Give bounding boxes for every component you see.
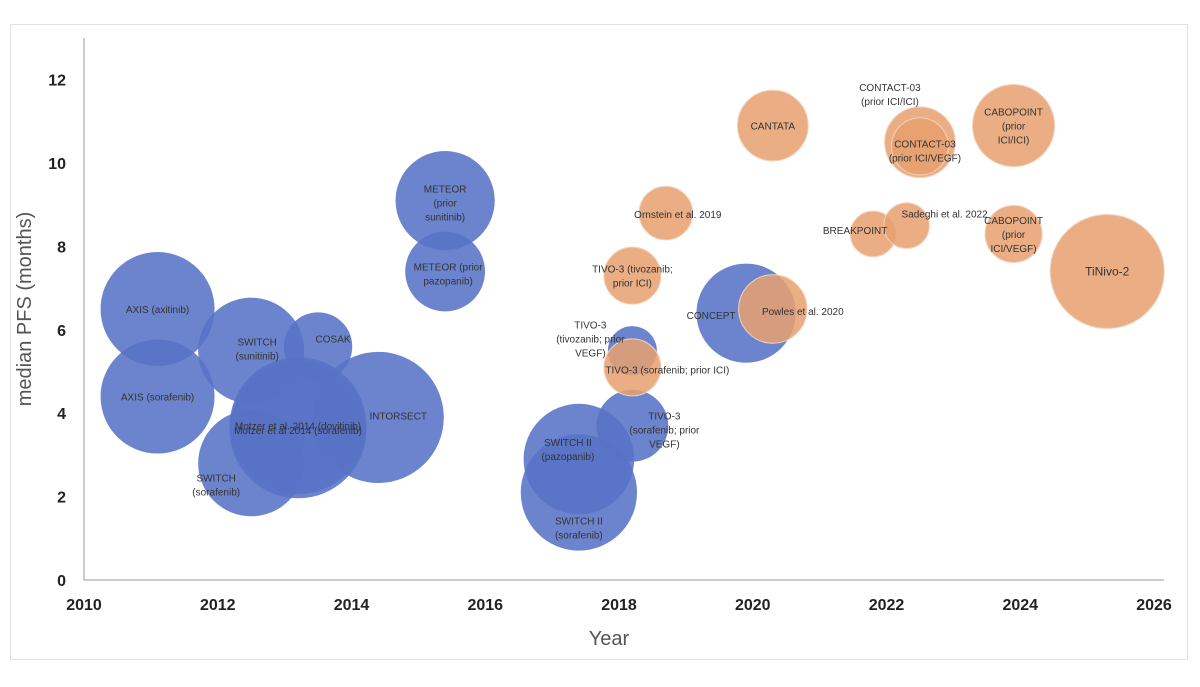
y-tick-label-10: 10 bbox=[48, 156, 66, 173]
bubble-label-tivo-3-tivozanib-prior-ici: TIVO-3 (tivozanib; prior ICI) bbox=[592, 265, 673, 290]
bubble-label-switch-sorafenib: SWITCH (sorafenib) bbox=[192, 473, 240, 498]
bubble-label-meteor-prior-sunitinib: METEOR (prior sunitinib) bbox=[424, 185, 467, 224]
bubble-label-axis-axitinib: AXIS (axitinib) bbox=[126, 305, 189, 316]
x-tick-label-2018: 2018 bbox=[601, 597, 637, 614]
bubble-blue-intorsect bbox=[312, 351, 444, 483]
y-tick-label-2: 2 bbox=[57, 490, 66, 507]
bubble-blue-meteor-prior-sunitinib bbox=[395, 151, 495, 251]
x-tick-label-2020: 2020 bbox=[735, 597, 771, 614]
y-tick-label-12: 12 bbox=[48, 73, 66, 90]
x-tick-label-2024: 2024 bbox=[1002, 597, 1038, 614]
bubble-label-breakpoint: BREAKPOINT bbox=[823, 226, 887, 237]
bubbles-layer bbox=[100, 84, 1165, 551]
bubble-orange-contact-03-prior-ici-vegf bbox=[890, 117, 949, 176]
bubble-orange-powles-et-al-2020 bbox=[738, 274, 808, 344]
bubble-orange-tinivo-2 bbox=[1049, 213, 1165, 329]
bubble-blue-tivo-3-sorafenib-prior-vegf bbox=[596, 389, 669, 462]
bubble-label-switch-sunitinib: SWITCH (sunitinib) bbox=[236, 338, 279, 363]
bubble-label-cabopoint-prior-ici-vegf: CABOPOINT (prior ICI/VEGF) bbox=[984, 216, 1043, 255]
x-tick-label-2014: 2014 bbox=[334, 597, 370, 614]
bubble-chart: 2010 2012 2014 2016 2018 2020 2022 2024 2026 0 2 4 6… bbox=[14, 38, 1172, 650]
bubble-label-cabopoint-prior-ici-ici: CABOPOINT (prior ICI/ICI) bbox=[984, 108, 1043, 147]
x-tick-label-2012: 2012 bbox=[200, 597, 236, 614]
bubble-label-motzer-et-al-2014-sorafenib: Motzer et al 2014 (sorafenib) bbox=[234, 426, 362, 437]
axes-layer: 2010 2012 2014 2016 2018 2020 2022 2024 2026 0 2 4 6… bbox=[14, 38, 1172, 650]
bubble-blue-switch-ii-sorafenib bbox=[520, 434, 638, 551]
y-tick-label-0: 0 bbox=[57, 573, 66, 590]
y-tick-label-8: 8 bbox=[57, 239, 66, 256]
bubble-blue-meteor-prior-pazopanib bbox=[405, 231, 486, 312]
x-tick-label-2026: 2026 bbox=[1136, 597, 1172, 614]
y-axis-title: median PFS (months) bbox=[14, 212, 36, 407]
bubble-label-tivo-3-tivozanib-prior-vegf: TIVO-3 (tivozanib; prior VEGF) bbox=[556, 321, 625, 360]
bubble-orange-tivo-3-sorafenib-prior-ici bbox=[603, 338, 662, 397]
bubble-orange-sadeghi-et-al-2022 bbox=[883, 202, 930, 249]
bubble-label-tinivo-2: TiNivo-2 bbox=[1085, 264, 1130, 278]
bubble-label-tivo-3-sorafenib-prior-ici: TIVO-3 (sorafenib; prior ICI) bbox=[605, 365, 729, 376]
bubble-label-motzer-et-al-2014-dovitinib: Motzer et al. 2014 (dovitinib) bbox=[235, 422, 361, 433]
x-axis-title: Year bbox=[589, 628, 630, 650]
bubble-label-sadeghi-et-al-2022: Sadeghi et al. 2022 bbox=[901, 210, 988, 221]
bubble-orange-ornstein-et-al-2019 bbox=[638, 185, 694, 241]
bubble-label-tivo-3-sorafenib-prior-vegf: TIVO-3 (sorafenib; prior VEGF) bbox=[629, 412, 700, 451]
bubble-label-switch-ii-sorafenib: SWITCH II (sorafenib) bbox=[555, 516, 603, 541]
bubble-label-meteor-prior-pazopanib: METEOR (prior pazopanib) bbox=[414, 262, 484, 287]
y-tick-label-4: 4 bbox=[57, 406, 66, 423]
bubble-label-cosak: COSAK bbox=[316, 335, 351, 346]
bubble-label-cantata: CANTATA bbox=[751, 122, 796, 133]
bubble-blue-axis-sorafenib bbox=[100, 339, 215, 454]
x-tick-label-2010: 2010 bbox=[66, 597, 102, 614]
bubble-label-contact-03-prior-ici-ici: CONTACT-03 (prior ICI/ICI) bbox=[859, 83, 921, 108]
bubble-orange-cabopoint-prior-ici-vegf bbox=[984, 204, 1043, 263]
bubble-label-switch-ii-pazopanib: SWITCH II (pazopanib) bbox=[541, 438, 594, 463]
x-tick-label-2022: 2022 bbox=[869, 597, 905, 614]
bubble-label-ornstein-et-al-2019: Ornstein et al. 2019 bbox=[634, 210, 722, 221]
bubble-labels-layer: AXIS (axitinib) AXIS (sorafenib) SWITCH (su… bbox=[121, 83, 1130, 541]
bubble-orange-tivo-3-tivozanib-prior-ici bbox=[603, 246, 662, 305]
bubble-label-powles-et-al-2020: Powles et al. 2020 bbox=[762, 307, 844, 318]
bubble-orange-cantata bbox=[736, 89, 809, 162]
x-tick-label-2016: 2016 bbox=[467, 597, 503, 614]
bubble-label-axis-sorafenib: AXIS (sorafenib) bbox=[121, 393, 194, 404]
bubble-orange-cabopoint-prior-ici-ici bbox=[972, 84, 1056, 168]
y-tick-label-6: 6 bbox=[57, 323, 66, 340]
bubble-label-concept: CONCEPT bbox=[687, 311, 736, 322]
bubble-label-intorsect: INTORSECT bbox=[369, 411, 427, 422]
bubble-label-contact-03-prior-ici-vegf: CONTACT-03 (prior ICI/VEGF) bbox=[889, 139, 961, 164]
bubble-blue-axis-axitinib bbox=[100, 252, 215, 366]
chart-frame: 2010 2012 2014 2016 2018 2020 2022 2024 2026 0 2 4 6… bbox=[10, 24, 1188, 660]
